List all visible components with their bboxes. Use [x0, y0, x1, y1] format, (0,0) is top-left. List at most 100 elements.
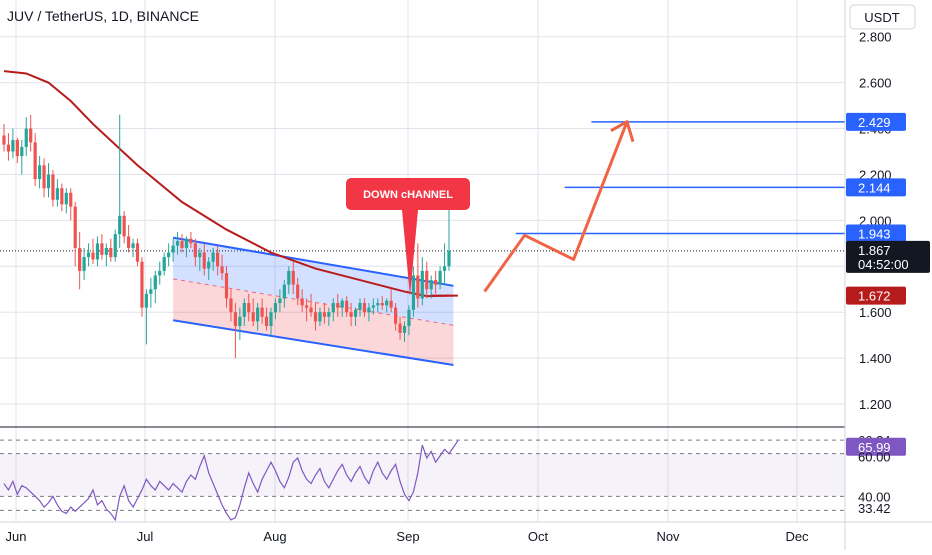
candle-body — [211, 252, 215, 262]
candle-body — [55, 188, 59, 200]
annotation-bubble[interactable] — [346, 178, 470, 296]
price-tag-label: 1.672 — [858, 289, 891, 304]
candle-body — [376, 303, 380, 306]
candle-body — [282, 284, 286, 299]
current-price-tag — [846, 240, 930, 273]
chart-title: JUV / TetherUS, 1D, BINANCE — [7, 8, 199, 24]
time-tick-label: Sep — [396, 529, 419, 544]
candle-body — [216, 252, 220, 267]
candle-body — [411, 275, 415, 310]
channel-upper-line[interactable] — [172, 236, 454, 287]
candle-body — [238, 316, 242, 326]
candle-body — [367, 307, 371, 313]
candle-body — [229, 298, 233, 313]
candle-body — [256, 307, 260, 322]
rsi-line — [3, 440, 459, 522]
candle-body — [220, 266, 224, 274]
rsi-tick-label: 40.00 — [858, 489, 891, 504]
candle-body — [394, 307, 398, 324]
time-tick-label: Oct — [528, 529, 549, 544]
price-tick-label: 1.600 — [859, 305, 892, 320]
currency-button[interactable]: USDT — [849, 4, 916, 30]
projection-arrow-layer[interactable] — [483, 120, 635, 293]
candle-body — [273, 303, 278, 313]
candle-body — [447, 250, 451, 267]
candle-body — [175, 241, 180, 246]
rsi-tick-label: 33.42 — [858, 501, 891, 516]
candle-body — [402, 325, 407, 333]
time-tick-label: Jun — [6, 529, 27, 544]
candle-body — [193, 243, 197, 258]
candle-body — [300, 298, 304, 306]
rsi-pane — [0, 439, 845, 522]
currency-button-label: USDT — [864, 10, 899, 25]
candlestick-series — [2, 114, 451, 359]
candle-body — [305, 305, 309, 308]
time-tick-label: Dec — [785, 529, 809, 544]
candle-body — [287, 270, 291, 285]
candle-body — [6, 144, 11, 152]
candle-body — [2, 135, 6, 145]
rsi-tick-label: 60.00 — [858, 450, 891, 465]
candle-body — [20, 146, 24, 157]
price-tick-label: 2.600 — [859, 76, 892, 91]
candle-body — [46, 174, 51, 189]
candle-body — [429, 280, 433, 290]
candle-body — [104, 247, 108, 255]
time-tick-label: Nov — [656, 529, 680, 544]
projection-path[interactable] — [483, 121, 629, 293]
candle-body — [358, 303, 362, 310]
candle-body — [127, 236, 131, 248]
candle-body — [122, 215, 126, 237]
candle-body — [434, 280, 438, 285]
price-tick-label: 1.400 — [859, 351, 892, 366]
candle-body — [184, 238, 189, 248]
channel-lower-line[interactable] — [172, 319, 454, 367]
price-tick-label: 1.200 — [859, 397, 892, 412]
candle-body — [380, 303, 384, 306]
candle-body — [296, 284, 300, 299]
target-lines-layer[interactable] — [431, 121, 845, 297]
time-tick-label: Aug — [263, 529, 286, 544]
candle-body — [385, 300, 389, 306]
price-tick-label: 2.800 — [859, 30, 892, 45]
candle-body — [398, 323, 402, 333]
candle-body — [340, 300, 344, 308]
candle-body — [86, 252, 91, 258]
candle-body — [82, 257, 86, 271]
annotation-text: DOWN cHANNEL — [363, 189, 453, 201]
candle-body — [224, 273, 229, 299]
candle-body — [247, 303, 251, 313]
candle-body — [144, 293, 148, 308]
countdown-timer: 04:52:00 — [858, 257, 909, 272]
candle-body — [438, 270, 442, 285]
candle-body — [269, 312, 273, 326]
price-tag — [846, 112, 906, 131]
candle-body — [389, 300, 393, 308]
price-tag — [846, 178, 906, 197]
candle-body — [318, 312, 322, 322]
moving-average-line — [3, 70, 454, 298]
candle-body — [51, 174, 55, 200]
candle-body — [407, 309, 411, 326]
price-scale-bg — [845, 0, 932, 550]
candle-body — [109, 247, 113, 258]
candle-body — [207, 261, 211, 269]
candle-body — [140, 261, 144, 308]
candle-body — [131, 243, 135, 248]
candle-body — [100, 243, 104, 255]
candle-body — [202, 252, 206, 269]
candle-body — [371, 305, 375, 308]
candle-body — [322, 312, 326, 317]
candle-body — [135, 243, 140, 262]
candle-body — [118, 215, 122, 235]
candle-body — [42, 165, 46, 189]
annotation-layer[interactable]: DOWN cHANNEL — [346, 178, 470, 296]
candle-body — [167, 252, 171, 258]
candle-body — [11, 140, 15, 152]
candle-body — [313, 312, 318, 322]
price-tag-label: 2.429 — [858, 115, 891, 130]
candle-body — [309, 307, 313, 313]
projection-arrowhead — [610, 120, 635, 143]
